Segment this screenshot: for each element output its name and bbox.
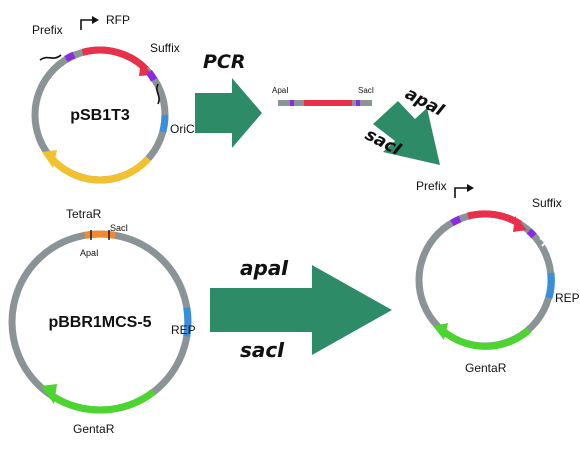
digest-top: apaI sacI (362, 84, 448, 165)
pcr-arrow (195, 78, 262, 148)
suffix-squiggle-icon (156, 83, 160, 105)
psb1t3-rfp-segment (81, 46, 149, 72)
pbbr1mcs5-gentar-arrowhead (41, 384, 57, 404)
result-rfp-segment (467, 210, 522, 228)
psb1t3-rfp-arrowhead (139, 60, 152, 76)
result-rep-segment (545, 272, 555, 299)
psb1t3-rfp-label: RFP (106, 13, 130, 27)
result-promoter-arrowhead-icon (467, 184, 474, 192)
result-gentar-arrowhead (433, 323, 448, 340)
plasmid-pbbr1mcs5: ApaI SacI REP GentaR pBBR1MCS-5 (8, 223, 196, 436)
psb1t3-oric-label: OriC (170, 122, 195, 136)
digest-top-arrow (373, 101, 440, 165)
psb1t3-oric-segment (159, 114, 169, 133)
psb1t3-prefix-label: Prefix (32, 23, 63, 37)
pbbr1mcs5-apai-label: ApaI (80, 248, 99, 258)
psb1t3-promoter-icon (80, 19, 92, 30)
pcr-insert-left-site (290, 100, 294, 106)
result-prefix-site (450, 215, 462, 227)
pbbr1mcs5-mcs-segment (84, 230, 116, 239)
psb1t3-suffix-site (146, 69, 158, 82)
digest-bottom: apaI sacI (210, 256, 392, 362)
psb1t3-tetrar-arrowhead (42, 150, 57, 168)
pcr-insert-right-label: SacI (358, 86, 374, 95)
psb1t3-prefix-site (64, 51, 76, 63)
result-suffix-site (526, 228, 537, 239)
psb1t3-promoter-arrowhead-icon (92, 16, 99, 24)
result-suffix-scar-icon (539, 237, 548, 247)
result-prefix-label: Prefix (416, 179, 447, 193)
result-promoter-icon (454, 187, 467, 198)
result-rfp-arrowhead (513, 216, 527, 232)
result-gentar-label: GentaR (465, 361, 507, 375)
pcr-insert-left-label: ApaI (272, 86, 288, 95)
pbbr1mcs5-gentar-segment (50, 389, 156, 414)
result-suffix-label: Suffix (532, 196, 562, 210)
pbbr1mcs5-saci-label: SacI (110, 223, 128, 233)
result-gentar-segment (439, 327, 532, 350)
pcr-step: PCR ApaI SacI (195, 51, 374, 148)
result-prefix-scar-icon (443, 208, 453, 217)
pcr-insert-rfp (304, 100, 352, 106)
pcr-label: PCR (203, 51, 246, 73)
digest-bottom-enzyme2: sacI (240, 338, 285, 362)
psb1t3-name: pSB1T3 (70, 107, 130, 124)
result-rep-label: REP (555, 291, 580, 305)
psb1t3-suffix-label: Suffix (150, 41, 180, 55)
digest-bottom-enzyme1: apaI (240, 256, 289, 280)
pbbr1mcs5-rep-segment (183, 307, 192, 337)
psb1t3-tetrar-label: TetraR (66, 207, 102, 221)
digest-bottom-arrow (210, 265, 392, 355)
psb1t3-tetrar-segment (49, 156, 151, 184)
pbbr1mcs5-rep-label: REP (171, 323, 196, 337)
result-plasmid: Prefix Suffix REP GentaR (415, 179, 580, 375)
pbbr1mcs5-name: pBBR1MCS-5 (48, 314, 151, 331)
prefix-squiggle-icon (39, 54, 62, 61)
plasmid-psb1t3: Prefix RFP Suffix OriC TetraR pSB1T3 (31, 13, 195, 221)
pcr-insert-right-site (356, 100, 360, 106)
pbbr1mcs5-gentar-label: GentaR (73, 422, 115, 436)
